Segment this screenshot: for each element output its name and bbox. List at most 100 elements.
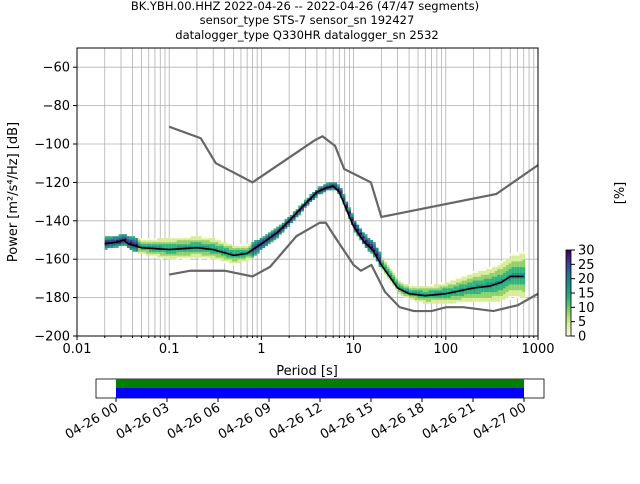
- histogram-cell: [417, 286, 420, 288]
- histogram-cell: [224, 261, 227, 263]
- histogram-cell: [506, 267, 509, 269]
- histogram-cell: [387, 269, 390, 271]
- histogram-cell: [155, 246, 158, 248]
- histogram-cell: [135, 242, 138, 244]
- histogram-cell: [431, 288, 434, 290]
- histogram-cell: [398, 290, 401, 292]
- y-tick-label: −180: [34, 291, 70, 306]
- colorbar-tick-label: 10: [578, 301, 595, 316]
- histogram-cell: [182, 253, 185, 255]
- histogram-cell: [179, 250, 182, 252]
- histogram-cell: [456, 284, 459, 286]
- histogram-cell: [498, 301, 501, 303]
- histogram-cell: [509, 294, 512, 296]
- histogram-cell: [163, 238, 166, 240]
- chart-title-line-2: sensor_type STS-7 sensor_sn 192427: [200, 13, 415, 27]
- histogram-cell: [481, 282, 484, 284]
- histogram-cell: [202, 240, 205, 242]
- histogram-cell: [509, 263, 512, 265]
- histogram-cell: [495, 288, 498, 290]
- histogram-cell: [486, 294, 489, 296]
- histogram-cell: [522, 271, 525, 273]
- histogram-cell: [218, 259, 221, 261]
- timeline-tick-label: 04-26 18: [369, 400, 427, 442]
- histogram-cell: [517, 294, 520, 296]
- histogram-cell: [143, 252, 146, 254]
- histogram-cell: [478, 290, 481, 292]
- histogram-cell: [157, 242, 160, 244]
- histogram-cell: [489, 294, 492, 296]
- histogram-cell: [481, 271, 484, 273]
- histogram-cell: [174, 257, 177, 259]
- histogram-cell: [503, 273, 506, 275]
- histogram-cell: [152, 240, 155, 242]
- histogram-cell: [160, 242, 163, 244]
- histogram-cell: [467, 282, 470, 284]
- histogram-cell: [279, 232, 282, 234]
- histogram-cell: [238, 259, 241, 261]
- histogram-cell: [514, 271, 517, 273]
- histogram-cell: [287, 225, 290, 227]
- histogram-cell: [506, 275, 509, 277]
- histogram-cell: [495, 292, 498, 294]
- colorbar: 051015202530: [566, 244, 595, 345]
- histogram-cell: [509, 265, 512, 267]
- histogram-cell: [229, 261, 232, 263]
- timeline-tick-label: 04-26 12: [267, 400, 325, 442]
- histogram-cell: [213, 238, 216, 240]
- histogram-cell: [240, 257, 243, 259]
- histogram-cell: [160, 253, 163, 255]
- histogram-cell: [403, 286, 406, 288]
- histogram-cell: [202, 238, 205, 240]
- histogram-cell: [470, 292, 473, 294]
- histogram-cell: [522, 257, 525, 259]
- histogram-cell: [368, 240, 371, 242]
- histogram-cell: [265, 234, 268, 236]
- histogram-cell: [517, 271, 520, 273]
- histogram-cell: [489, 292, 492, 294]
- histogram-cell: [484, 298, 487, 300]
- histogram-cell: [503, 284, 506, 286]
- histogram-cell: [213, 246, 216, 248]
- histogram-cell: [467, 300, 470, 302]
- histogram-cell: [166, 244, 169, 246]
- histogram-cell: [459, 298, 462, 300]
- histogram-cell: [207, 238, 210, 240]
- histogram-cell: [473, 294, 476, 296]
- histogram-cell: [318, 186, 321, 188]
- histogram-cell: [191, 255, 194, 257]
- histogram-cell: [226, 255, 229, 257]
- histogram-cell: [470, 296, 473, 298]
- histogram-cell: [484, 290, 487, 292]
- histogram-cell: [202, 255, 205, 257]
- histogram-cell: [163, 255, 166, 257]
- histogram-cell: [174, 238, 177, 240]
- histogram-cell: [238, 250, 241, 252]
- histogram-cell: [329, 188, 332, 190]
- histogram-cell: [520, 273, 523, 275]
- timeline-tick-label: 04-26 03: [114, 400, 172, 442]
- histogram-cell: [401, 292, 404, 294]
- histogram-cell: [130, 248, 133, 250]
- histogram-cell: [160, 240, 163, 242]
- histogram-cell: [379, 253, 382, 255]
- histogram-cell: [392, 276, 395, 278]
- histogram-cell: [473, 290, 476, 292]
- histogram-cell: [437, 286, 440, 288]
- histogram-cell: [503, 269, 506, 271]
- histogram-cell: [262, 244, 265, 246]
- histogram-cell: [522, 263, 525, 265]
- histogram-cell: [439, 284, 442, 286]
- histogram-cell: [517, 265, 520, 267]
- histogram-cell: [141, 238, 144, 240]
- histogram-cell: [196, 238, 199, 240]
- histogram-cell: [415, 298, 418, 300]
- histogram-cell: [522, 280, 525, 282]
- histogram-cell: [445, 296, 448, 298]
- histogram-cell: [182, 250, 185, 252]
- histogram-cell: [423, 292, 426, 294]
- histogram-cell: [462, 292, 465, 294]
- histogram-cell: [506, 292, 509, 294]
- histogram-cell: [179, 236, 182, 238]
- histogram-cell: [428, 298, 431, 300]
